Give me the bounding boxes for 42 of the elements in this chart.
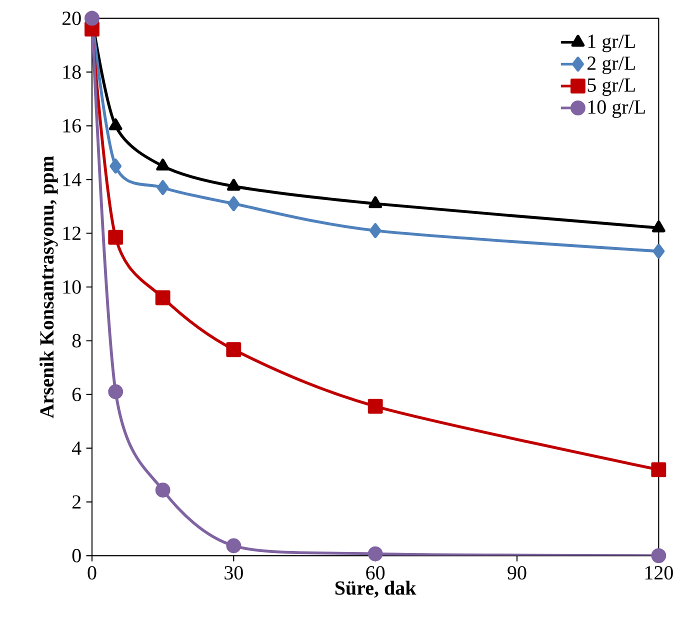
- point: [156, 180, 169, 196]
- point: [651, 548, 666, 564]
- legend-label: 1 gr/L: [588, 34, 635, 52]
- y-tick-label: 12: [63, 226, 80, 240]
- point: [652, 244, 665, 259]
- point: [108, 118, 122, 130]
- y-tick-label: 14: [63, 172, 82, 186]
- point: [108, 384, 124, 400]
- point: [227, 178, 240, 191]
- point: [368, 196, 382, 208]
- point: [226, 342, 242, 358]
- y-axis-title: Arsenik Konsantrasyonu, ppm: [40, 156, 58, 418]
- point: [155, 290, 170, 306]
- x-tick-label: 120: [645, 566, 673, 580]
- y-tick-label: 6: [72, 388, 82, 402]
- legend-label: 2 gr/L: [588, 56, 635, 74]
- y-tick-label: 2: [72, 495, 80, 509]
- y-tick-label: 16: [63, 119, 82, 133]
- x-axis-title: Süre, dak: [335, 580, 416, 598]
- legend-label: 10 gr/L: [588, 100, 645, 118]
- point: [110, 158, 122, 174]
- y-tick-label: 0: [72, 548, 81, 562]
- point: [652, 220, 666, 232]
- point: [368, 546, 383, 562]
- x-tick-label: 0: [88, 566, 96, 580]
- y-tick-label: 18: [63, 65, 81, 79]
- point: [226, 538, 242, 554]
- point: [156, 158, 170, 171]
- x-tick-label: 30: [224, 566, 243, 580]
- y-tick-label: 4: [72, 442, 82, 455]
- point: [108, 230, 124, 245]
- point: [368, 398, 383, 414]
- point: [651, 462, 666, 478]
- x-tick-label: 90: [508, 566, 526, 580]
- y-tick-label: 10: [63, 280, 81, 294]
- y-tick-label: 8: [72, 334, 81, 348]
- y-tick-label: 20: [62, 12, 81, 26]
- point: [155, 482, 170, 498]
- x-tick-label: 60: [366, 566, 385, 580]
- point: [369, 223, 382, 238]
- point: [228, 196, 240, 212]
- legend-label: 5 gr/L: [588, 78, 635, 96]
